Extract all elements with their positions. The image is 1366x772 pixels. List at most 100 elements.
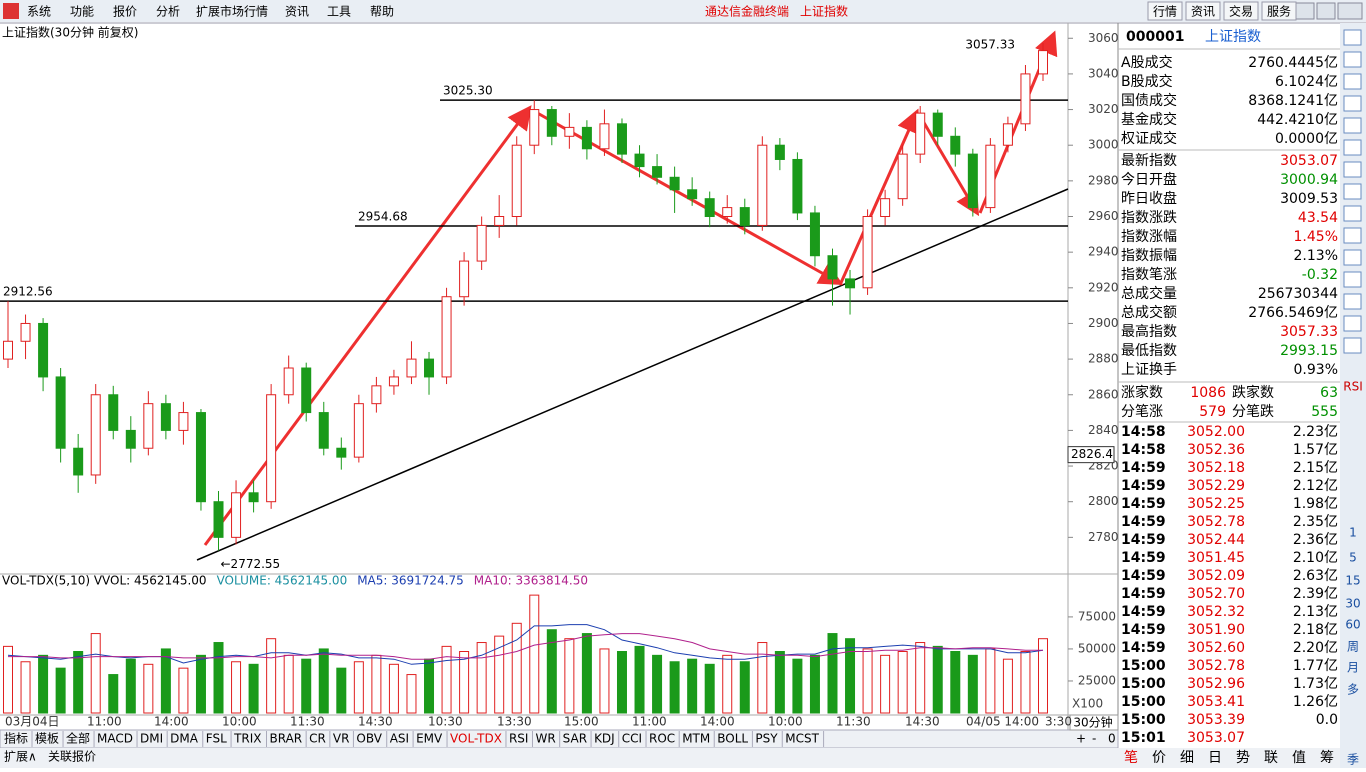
quote-tab[interactable]: 笔 bbox=[1124, 750, 1138, 766]
sidebar-icon[interactable] bbox=[1343, 227, 1362, 244]
indicator-tab[interactable]: 全部 bbox=[66, 731, 90, 746]
period-box[interactable] bbox=[1069, 714, 1119, 731]
bottom-tab[interactable]: 关联报价 bbox=[48, 749, 96, 764]
zoom-button[interactable]: 0 bbox=[1108, 732, 1116, 746]
indicator-tab[interactable]: SAR bbox=[563, 732, 587, 746]
sidebar-button[interactable]: RSI bbox=[1343, 380, 1363, 394]
menu-item[interactable]: 功能 bbox=[70, 5, 94, 19]
tick-time: 14:59 bbox=[1121, 586, 1166, 602]
quote-tab[interactable]: 值 bbox=[1292, 750, 1306, 766]
zoom-button[interactable]: - bbox=[1092, 732, 1096, 746]
indicator-tab[interactable]: VOL-TDX bbox=[450, 732, 502, 746]
top-button[interactable] bbox=[1147, 1, 1183, 21]
indicator-tab[interactable]: ASI bbox=[390, 732, 409, 746]
indicator-tab[interactable]: VR bbox=[333, 732, 350, 746]
top-button[interactable] bbox=[1185, 1, 1221, 21]
volume-bar bbox=[73, 651, 84, 714]
menu-item[interactable]: 资讯 bbox=[285, 5, 309, 19]
menu-item[interactable]: 分析 bbox=[156, 5, 180, 19]
indicator-tab[interactable]: CR bbox=[309, 732, 326, 746]
tick-price: 3052.60 bbox=[1187, 640, 1245, 656]
menu-item[interactable]: 工具 bbox=[327, 5, 351, 19]
min-button[interactable] bbox=[1295, 2, 1315, 20]
indicator-tab[interactable]: MCST bbox=[785, 732, 819, 746]
top-button-label[interactable]: 服务 bbox=[1267, 4, 1291, 19]
tick-price: 3052.96 bbox=[1187, 676, 1245, 692]
sidebar-icon[interactable] bbox=[1343, 51, 1362, 68]
close-button[interactable] bbox=[1337, 2, 1363, 20]
indicator-tab[interactable]: MACD bbox=[97, 732, 133, 746]
menu-item[interactable]: 帮助 bbox=[370, 5, 394, 19]
top-button-label[interactable]: 交易 bbox=[1229, 4, 1253, 19]
sidebar-icon[interactable] bbox=[1343, 139, 1362, 156]
sidebar-button[interactable]: 季 bbox=[1347, 753, 1359, 767]
top-button-label[interactable]: 行情 bbox=[1153, 5, 1177, 19]
volume-bar bbox=[20, 661, 31, 714]
indicator-tab[interactable]: OBV bbox=[356, 732, 382, 746]
indicator-tab[interactable]: DMA bbox=[170, 732, 199, 746]
volume-bar bbox=[3, 645, 13, 714]
indicator-tab[interactable]: ROC bbox=[649, 732, 675, 746]
max-button[interactable] bbox=[1316, 2, 1336, 20]
bottom-tab[interactable]: 扩展∧ bbox=[4, 750, 37, 764]
sidebar-icon[interactable] bbox=[1343, 337, 1362, 354]
sidebar-icon[interactable] bbox=[1343, 271, 1362, 288]
quote-label: 最高指数 bbox=[1121, 323, 1177, 340]
y-tick-label: 2980 bbox=[1088, 173, 1119, 187]
tick-volume: 2.39亿 bbox=[1293, 586, 1338, 602]
candle-body bbox=[336, 447, 347, 458]
zoom-button[interactable]: + bbox=[1076, 732, 1086, 746]
sidebar-icon[interactable] bbox=[1343, 29, 1362, 46]
top-button[interactable] bbox=[1223, 1, 1259, 21]
indicator-tab[interactable]: BOLL bbox=[717, 732, 748, 746]
sidebar-button[interactable]: 5 bbox=[1349, 551, 1357, 565]
sidebar-icon[interactable] bbox=[1343, 117, 1362, 134]
indicator-tab[interactable]: WR bbox=[535, 732, 555, 746]
quote-tab[interactable]: 联 bbox=[1264, 750, 1278, 766]
indicator-tab[interactable]: MTM bbox=[682, 732, 710, 746]
quote-value: 8368.1241亿 bbox=[1248, 93, 1338, 109]
indicator-tab[interactable]: 指标 bbox=[4, 731, 28, 746]
indicator-tab[interactable]: PSY bbox=[755, 732, 778, 746]
sidebar-button[interactable]: 月 bbox=[1347, 661, 1359, 675]
top-button-label[interactable]: 资讯 bbox=[1191, 5, 1215, 19]
sidebar-button[interactable]: 周 bbox=[1347, 640, 1359, 654]
menu-item[interactable]: 报价 bbox=[113, 4, 137, 19]
sidebar-icon[interactable] bbox=[1343, 205, 1362, 222]
sidebar-button[interactable]: 多 bbox=[1347, 683, 1359, 697]
sidebar-icon[interactable] bbox=[1343, 73, 1362, 90]
sidebar-button[interactable]: 1 bbox=[1349, 526, 1357, 540]
top-button[interactable] bbox=[1261, 1, 1297, 21]
tick-price: 3052.78 bbox=[1187, 514, 1245, 530]
indicator-tab[interactable]: BRAR bbox=[270, 732, 303, 746]
volume-bar bbox=[687, 658, 698, 714]
sidebar-icon[interactable] bbox=[1343, 249, 1362, 266]
sidebar-button[interactable]: 60 bbox=[1345, 618, 1360, 632]
quote-value: 3009.53 bbox=[1280, 191, 1338, 207]
indicator-tab[interactable]: CCI bbox=[622, 732, 642, 746]
indicator-tab[interactable]: TRIX bbox=[233, 732, 261, 746]
menu-item[interactable]: 系统 bbox=[27, 5, 51, 19]
quote-tab[interactable]: 日 bbox=[1208, 750, 1222, 766]
quote-label: 总成交额 bbox=[1121, 304, 1177, 321]
quote-tab[interactable]: 价 bbox=[1152, 750, 1166, 766]
sidebar-icon[interactable] bbox=[1343, 95, 1362, 112]
sidebar-icon[interactable] bbox=[1343, 183, 1362, 200]
indicator-tab[interactable]: 模板 bbox=[35, 732, 59, 746]
quote-tab[interactable]: 筹 bbox=[1320, 749, 1334, 766]
quote-tab[interactable]: 细 bbox=[1180, 750, 1194, 766]
sidebar-button[interactable]: 15 bbox=[1345, 574, 1360, 588]
indicator-tab[interactable]: EMV bbox=[416, 732, 443, 746]
indicator-tab[interactable]: KDJ bbox=[594, 732, 615, 746]
indicator-tab[interactable]: FSL bbox=[206, 732, 227, 746]
sidebar-icon[interactable] bbox=[1343, 161, 1362, 178]
sidebar-button[interactable]: 30 bbox=[1345, 597, 1360, 611]
sidebar-icon[interactable] bbox=[1343, 315, 1362, 332]
menu-item[interactable]: 扩展市场行情 bbox=[196, 4, 268, 19]
indicator-tab[interactable]: RSI bbox=[509, 732, 529, 746]
period[interactable]: 30分钟 bbox=[1073, 715, 1112, 730]
quote-tab[interactable]: 势 bbox=[1236, 750, 1250, 766]
volume-bar bbox=[529, 594, 540, 714]
sidebar-icon[interactable] bbox=[1343, 293, 1362, 310]
indicator-tab[interactable]: DMI bbox=[140, 732, 163, 746]
